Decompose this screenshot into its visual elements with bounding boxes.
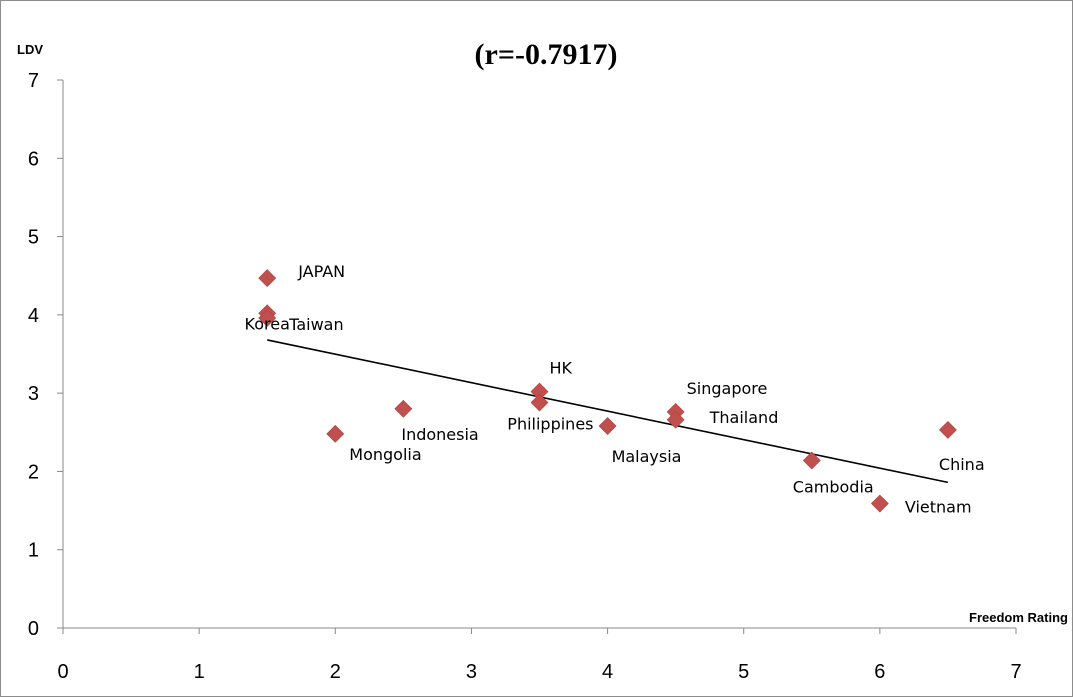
- point-label-china: China: [939, 455, 985, 474]
- y-tick-label: 7: [28, 70, 39, 92]
- y-tick-label: 0: [28, 618, 39, 640]
- data-points: [258, 269, 957, 513]
- x-tick-label: 2: [330, 661, 341, 683]
- x-tick-label: 0: [57, 661, 68, 683]
- point-label-taiwan: Taiwan: [288, 315, 343, 334]
- point-label-singapore: Singapore: [687, 379, 768, 398]
- data-point-vietnam: [870, 494, 889, 513]
- data-point-taiwan: [258, 309, 277, 327]
- point-label-mongolia: Mongolia: [349, 445, 421, 464]
- point-label-japan: JAPAN: [297, 262, 345, 281]
- point-label-vietnam: Vietnam: [905, 498, 972, 517]
- point-label-korea: Korea: [245, 314, 290, 333]
- y-tick-label: 6: [28, 148, 39, 170]
- point-label-indonesia: Indonesia: [401, 425, 478, 444]
- point-label-thailand: Thailand: [709, 408, 779, 427]
- x-tick-label: 4: [602, 661, 613, 683]
- y-tick-label: 5: [28, 227, 39, 249]
- point-label-philippines: Philippines: [507, 415, 593, 434]
- axis-ticks: 0 1 2 3 4 5 6 7 0 1 2 3 4 5 6 7: [28, 70, 1022, 683]
- data-point-japan: [258, 269, 277, 287]
- x-tick-label: 7: [1010, 661, 1021, 683]
- data-point-china: [939, 421, 957, 439]
- x-tick-label: 6: [874, 661, 885, 683]
- point-label-malaysia: Malaysia: [612, 447, 682, 466]
- x-axis-title: Freedom Rating: [969, 610, 1068, 625]
- point-label-cambodia: Cambodia: [793, 477, 874, 496]
- data-point-mongolia: [326, 424, 345, 443]
- y-tick-label: 2: [28, 461, 39, 483]
- chart-title: (r=-0.7917): [475, 38, 618, 71]
- x-tick-label: 5: [738, 661, 749, 683]
- point-label-hk: HK: [550, 359, 573, 378]
- data-point-cambodia: [802, 451, 821, 470]
- trendline: [267, 339, 949, 484]
- data-point-indonesia: [394, 399, 413, 418]
- y-tick-label: 4: [28, 305, 39, 327]
- x-tick-label: 3: [466, 661, 477, 683]
- y-tick-label: 1: [28, 540, 39, 562]
- data-point-malaysia: [598, 417, 617, 435]
- y-axis-title: LDV: [17, 42, 43, 57]
- data-point-thailand: [666, 410, 685, 429]
- data-point-philippines: [530, 393, 549, 412]
- x-tick-label: 1: [194, 661, 205, 683]
- y-tick-label: 3: [28, 383, 39, 405]
